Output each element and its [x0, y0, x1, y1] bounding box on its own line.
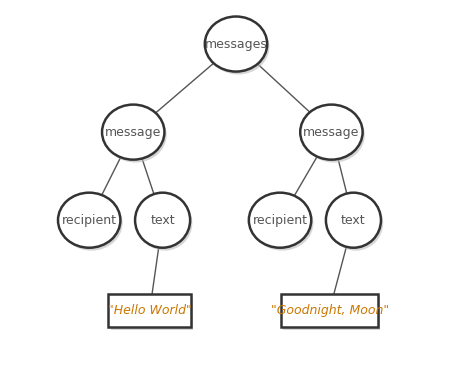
Ellipse shape [58, 193, 120, 248]
Text: recipient: recipient [253, 214, 308, 227]
Ellipse shape [249, 193, 311, 248]
Text: text: text [341, 214, 366, 227]
Ellipse shape [102, 105, 164, 160]
Ellipse shape [251, 196, 313, 251]
Text: message: message [303, 126, 360, 139]
Ellipse shape [328, 196, 383, 251]
Text: "Hello World": "Hello World" [108, 304, 192, 317]
Text: recipient: recipient [62, 214, 117, 227]
FancyBboxPatch shape [283, 297, 380, 330]
Text: text: text [150, 214, 175, 227]
Text: "Goodnight, Moon": "Goodnight, Moon" [270, 304, 388, 317]
Text: messages: messages [204, 37, 268, 51]
Ellipse shape [135, 193, 190, 248]
Ellipse shape [326, 193, 381, 248]
Ellipse shape [60, 196, 123, 251]
FancyBboxPatch shape [109, 294, 191, 327]
Ellipse shape [205, 17, 267, 72]
FancyBboxPatch shape [110, 297, 193, 330]
Ellipse shape [300, 105, 362, 160]
Ellipse shape [104, 108, 167, 163]
FancyBboxPatch shape [281, 294, 378, 327]
Ellipse shape [207, 19, 270, 75]
Ellipse shape [303, 108, 365, 163]
Text: message: message [105, 126, 161, 139]
Ellipse shape [137, 196, 192, 251]
